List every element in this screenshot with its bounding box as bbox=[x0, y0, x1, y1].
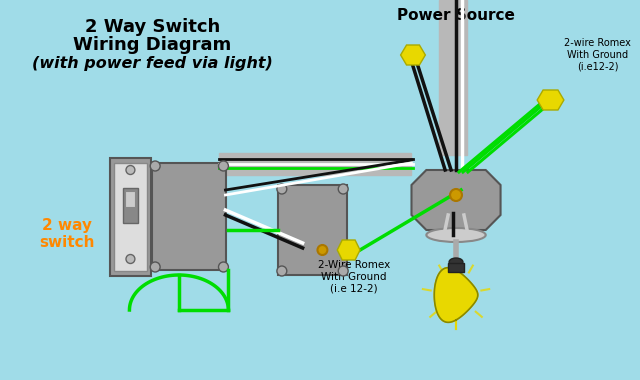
Polygon shape bbox=[412, 170, 500, 230]
Circle shape bbox=[218, 262, 228, 272]
Bar bbox=[109, 158, 151, 276]
Bar bbox=[218, 153, 412, 175]
Text: 2 Way Switch: 2 Way Switch bbox=[84, 18, 220, 36]
Bar bbox=[152, 163, 227, 270]
Circle shape bbox=[150, 161, 160, 171]
Bar bbox=[114, 163, 147, 271]
Circle shape bbox=[339, 266, 348, 276]
Text: 2-Wire Romex
With Ground
(i.e 12-2): 2-Wire Romex With Ground (i.e 12-2) bbox=[318, 260, 390, 293]
Text: 2 way
switch: 2 way switch bbox=[39, 218, 95, 250]
Circle shape bbox=[277, 266, 287, 276]
Circle shape bbox=[317, 245, 328, 255]
Bar bbox=[278, 185, 347, 275]
Polygon shape bbox=[537, 90, 564, 110]
Circle shape bbox=[126, 255, 135, 263]
Text: Wiring Diagram: Wiring Diagram bbox=[73, 36, 231, 54]
Circle shape bbox=[450, 189, 462, 201]
Text: 2-wire Romex
With Ground
(i.e12-2): 2-wire Romex With Ground (i.e12-2) bbox=[564, 38, 631, 71]
Polygon shape bbox=[435, 268, 478, 322]
Ellipse shape bbox=[449, 258, 463, 266]
Circle shape bbox=[218, 161, 228, 171]
Circle shape bbox=[126, 166, 135, 174]
Circle shape bbox=[277, 184, 287, 194]
Polygon shape bbox=[401, 45, 426, 65]
Bar bbox=[448, 263, 464, 272]
Text: (with power feed via light): (with power feed via light) bbox=[32, 56, 273, 71]
Polygon shape bbox=[337, 240, 360, 260]
Circle shape bbox=[150, 262, 160, 272]
Text: Power Source: Power Source bbox=[397, 8, 515, 23]
Circle shape bbox=[339, 184, 348, 194]
Ellipse shape bbox=[426, 228, 486, 242]
Bar bbox=[125, 191, 136, 207]
Bar bbox=[439, 0, 467, 155]
Bar bbox=[122, 188, 138, 223]
